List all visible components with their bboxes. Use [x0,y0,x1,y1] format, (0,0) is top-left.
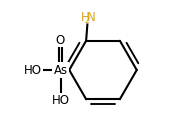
Text: HO: HO [24,64,42,76]
Text: N: N [87,11,96,24]
Text: 2: 2 [85,16,90,25]
Text: As: As [53,64,68,76]
Text: HO: HO [52,94,70,106]
Text: H: H [81,11,89,24]
Text: O: O [56,34,65,46]
